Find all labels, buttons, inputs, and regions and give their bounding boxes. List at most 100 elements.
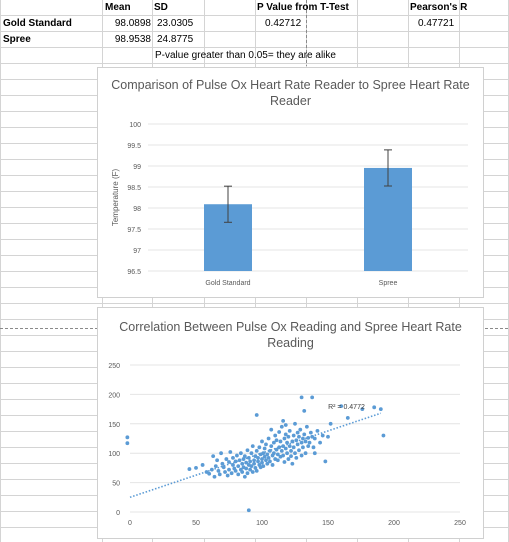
header-mean[interactable]: Mean <box>105 2 131 13</box>
scatter-point <box>235 453 239 458</box>
bar-category-label: Spree <box>379 280 398 287</box>
scatter-point <box>283 423 288 427</box>
scatter-point <box>294 456 299 460</box>
scatter-point <box>219 451 223 456</box>
scatter-point <box>278 439 283 444</box>
scatter-point <box>250 444 255 449</box>
scatter-point <box>257 445 262 450</box>
scatter-point <box>271 451 276 456</box>
scatter-point <box>289 454 293 459</box>
scatter-point <box>281 418 286 423</box>
scatter-point <box>289 448 293 453</box>
scatter-point <box>298 427 303 432</box>
scatter-point <box>252 458 256 463</box>
scatter-point <box>240 461 245 466</box>
cell-gold-sd[interactable]: 23.0305 <box>157 18 194 29</box>
row-label-gold-standard[interactable]: Gold Standard <box>3 18 72 29</box>
scatter-point <box>217 472 222 477</box>
scatter-point <box>299 395 304 400</box>
scatter-point <box>271 440 276 445</box>
header-pvalue[interactable]: P Value from T-Test <box>257 2 349 13</box>
scatter-chart-plot: 0 50 100 150 200 250 0 50 100 150 200 250 R² = 0.477… <box>108 363 466 527</box>
scatter-x-tick-label: 200 <box>388 520 400 527</box>
scatter-point <box>275 452 280 457</box>
scatter-point <box>236 464 241 469</box>
scatter-point <box>223 470 227 474</box>
scatter-point <box>290 461 295 466</box>
scatter-point <box>291 433 296 438</box>
bar-y-tick-label: 100 <box>129 122 141 129</box>
cell-pvalue[interactable]: 0.42712 <box>265 18 302 29</box>
scatter-point <box>303 451 308 456</box>
header-sd[interactable]: SD <box>154 2 168 13</box>
scatter-point <box>266 436 271 441</box>
scatter-point <box>308 430 313 435</box>
scatter-point <box>339 404 344 409</box>
scatter-point <box>323 459 328 464</box>
scatter-point <box>231 456 235 460</box>
scatter-point <box>274 447 279 452</box>
scatter-point <box>306 444 311 449</box>
scatter-point <box>200 463 205 467</box>
scatter-point <box>260 457 264 461</box>
bar-chart[interactable]: Comparison of Pulse Ox Heart Rate Reader… <box>97 67 484 298</box>
cell-spree-sd[interactable]: 24.8775 <box>157 34 194 45</box>
bar-y-tick-label: 99 <box>133 164 141 171</box>
cell-gold-mean[interactable]: 98.0898 <box>114 18 151 29</box>
header-pearson[interactable]: Pearson's R <box>410 2 468 13</box>
note-cell[interactable]: P-value greater than 0.05= they are alik… <box>155 50 336 61</box>
scatter-point <box>253 466 258 470</box>
scatter-point <box>311 445 316 450</box>
row-label-spree[interactable]: Spree <box>3 34 31 45</box>
scatter-point <box>262 446 267 451</box>
scatter-point <box>269 427 274 432</box>
scatter-point <box>299 453 304 458</box>
scatter-point <box>301 445 305 450</box>
bar-chart-title: Comparison of Pulse Ox Heart Rate Reader… <box>111 78 470 108</box>
scatter-point <box>307 440 312 445</box>
scatter-point <box>211 454 216 459</box>
scatter-point <box>244 466 249 471</box>
scatter-point <box>294 438 299 443</box>
scatter-point <box>304 424 309 429</box>
scatter-point <box>360 407 365 411</box>
scatter-y-tick-label: 200 <box>108 392 120 399</box>
scatter-point <box>269 444 274 449</box>
scatter-point <box>245 471 250 476</box>
scatter-point <box>291 445 296 450</box>
scatter-point <box>312 436 317 441</box>
scatter-point <box>256 456 260 460</box>
bar-y-tick-label: 97.5 <box>127 227 141 234</box>
scatter-x-tick-label: 50 <box>192 520 200 527</box>
scatter-point <box>236 472 241 477</box>
cell-pearson[interactable]: 0.47721 <box>418 18 455 29</box>
cell-spree-mean[interactable]: 98.9538 <box>114 34 151 45</box>
scatter-point <box>299 440 304 445</box>
scatter-point <box>260 460 264 465</box>
scatter-point <box>248 459 253 464</box>
scatter-point <box>372 405 377 410</box>
scatter-point <box>125 441 130 446</box>
bar-y-tick-label: 99.5 <box>127 143 141 150</box>
scatter-point <box>302 432 307 437</box>
scatter-point <box>265 452 270 457</box>
bar-y-tick-label: 96.5 <box>127 269 141 276</box>
scatter-point <box>282 460 287 464</box>
scatter-point <box>285 451 289 456</box>
scatter-point <box>249 451 254 456</box>
scatter-point <box>312 451 317 456</box>
scatter-point <box>261 464 266 469</box>
scatter-point <box>194 466 198 470</box>
bar-y-axis-label: Temperature (F) <box>111 168 120 226</box>
scatter-x-tick-label: 0 <box>128 520 132 527</box>
scatter-point <box>252 461 256 466</box>
scatter-point <box>381 433 386 438</box>
scatter-point <box>246 508 251 513</box>
scatter-chart[interactable]: Correlation Between Pulse Ox Reading and… <box>97 307 484 539</box>
scatter-point <box>215 458 220 463</box>
scatter-point <box>264 458 268 463</box>
bar-y-tick-label: 98.5 <box>127 185 141 192</box>
scatter-y-tick-label: 0 <box>116 510 120 517</box>
bar-category-label: Gold Standard <box>205 280 250 287</box>
scatter-point <box>303 439 308 444</box>
